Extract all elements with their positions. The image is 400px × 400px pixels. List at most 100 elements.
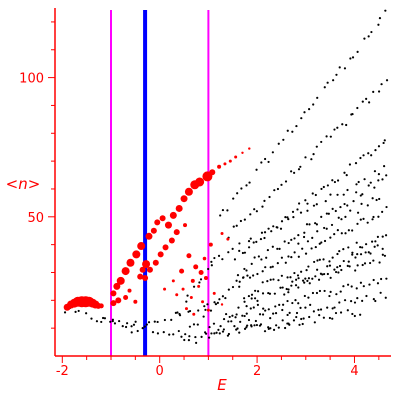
data-point-black (356, 106, 359, 110)
data-point-black (314, 193, 317, 197)
data-point-black (338, 264, 342, 268)
data-point-black (228, 315, 231, 319)
data-point-black (271, 151, 274, 154)
data-point-black (359, 218, 362, 221)
data-point-black (192, 323, 196, 326)
data-point-black (295, 124, 298, 128)
data-point-black (210, 332, 213, 335)
data-point-red (152, 259, 159, 266)
data-point-black (333, 268, 336, 271)
data-point-black (369, 252, 372, 255)
data-point-black (243, 297, 246, 300)
data-point-black (311, 277, 314, 280)
data-point-black (261, 292, 265, 295)
data-point-black (227, 251, 230, 254)
data-point-black (372, 278, 375, 282)
y-tick-label: 100 (19, 72, 44, 87)
data-point-black (243, 218, 246, 221)
data-point-black (356, 296, 359, 300)
data-point-black (377, 215, 380, 218)
data-point-black (267, 326, 270, 329)
data-point-black (262, 307, 265, 310)
data-point-red (175, 204, 183, 212)
data-point-red (139, 266, 146, 273)
data-point-black (74, 310, 77, 314)
data-point-black (326, 265, 329, 268)
data-point-black (320, 241, 323, 244)
data-point-red (193, 264, 199, 270)
data-point-black (304, 156, 307, 159)
data-point-black (276, 247, 279, 250)
data-point-black (377, 179, 380, 182)
x-tick-label: 4 (350, 364, 358, 379)
data-point-black (334, 270, 338, 274)
data-point-black (293, 237, 296, 240)
data-point-black (367, 184, 370, 187)
data-point-red (190, 278, 195, 283)
data-point-black (308, 223, 311, 226)
data-point-black (329, 276, 332, 279)
data-point-black (322, 185, 325, 189)
data-point-black (245, 326, 248, 329)
data-point-black (363, 178, 366, 181)
data-point-black (322, 258, 325, 261)
data-point-red (195, 177, 205, 187)
data-point-black (281, 286, 284, 289)
data-point-black (363, 37, 366, 40)
data-point-black (227, 332, 231, 336)
data-point-black (370, 30, 373, 34)
data-point-black (224, 296, 227, 300)
data-point-black (341, 123, 344, 126)
data-point-black (331, 307, 334, 310)
data-point-black (372, 259, 375, 262)
data-point-black (264, 157, 267, 161)
data-point-black (178, 312, 181, 316)
vertical-lines-layer (110, 10, 210, 356)
data-point-black (151, 331, 155, 334)
data-point-black (281, 319, 284, 322)
data-point-black (346, 204, 349, 207)
data-point-black (225, 312, 228, 316)
data-point-black (285, 287, 288, 291)
data-point-red (241, 151, 244, 154)
data-point-black (356, 253, 359, 256)
data-point-black (226, 209, 229, 212)
data-point-black (243, 300, 246, 303)
data-point-black (377, 145, 381, 148)
data-point-red (202, 256, 207, 261)
data-point-black (156, 320, 159, 324)
data-point-black (130, 331, 133, 334)
data-point-black (284, 326, 287, 330)
data-point-black (333, 233, 336, 236)
data-point-black (365, 97, 368, 100)
data-point-red (175, 293, 179, 297)
data-point-black (268, 195, 271, 199)
data-point-black (254, 289, 257, 292)
data-point-black (359, 281, 363, 284)
data-point-black (134, 320, 137, 323)
data-point-black (217, 254, 221, 257)
x-tick-label: 2 (253, 364, 261, 379)
data-point-black (336, 266, 339, 269)
data-point-black (334, 311, 338, 315)
data-point-black (376, 235, 379, 238)
data-point-black (336, 229, 339, 232)
data-point-black (356, 264, 359, 267)
data-point-black (383, 254, 387, 257)
data-point-black (235, 313, 238, 316)
data-point-black (236, 192, 239, 195)
data-point-black (355, 287, 358, 290)
data-point-black (294, 284, 298, 287)
data-point-black (210, 264, 213, 267)
data-point-black (325, 135, 328, 138)
data-point-black (63, 311, 67, 314)
data-point-black (319, 308, 323, 311)
data-point-black (255, 210, 258, 213)
data-point-black (361, 246, 364, 249)
data-point-black (124, 325, 128, 329)
data-point-black (263, 330, 267, 333)
data-point-black (255, 323, 259, 327)
data-point-black (267, 308, 270, 311)
data-point-black (194, 335, 197, 339)
data-point-black (145, 323, 148, 326)
